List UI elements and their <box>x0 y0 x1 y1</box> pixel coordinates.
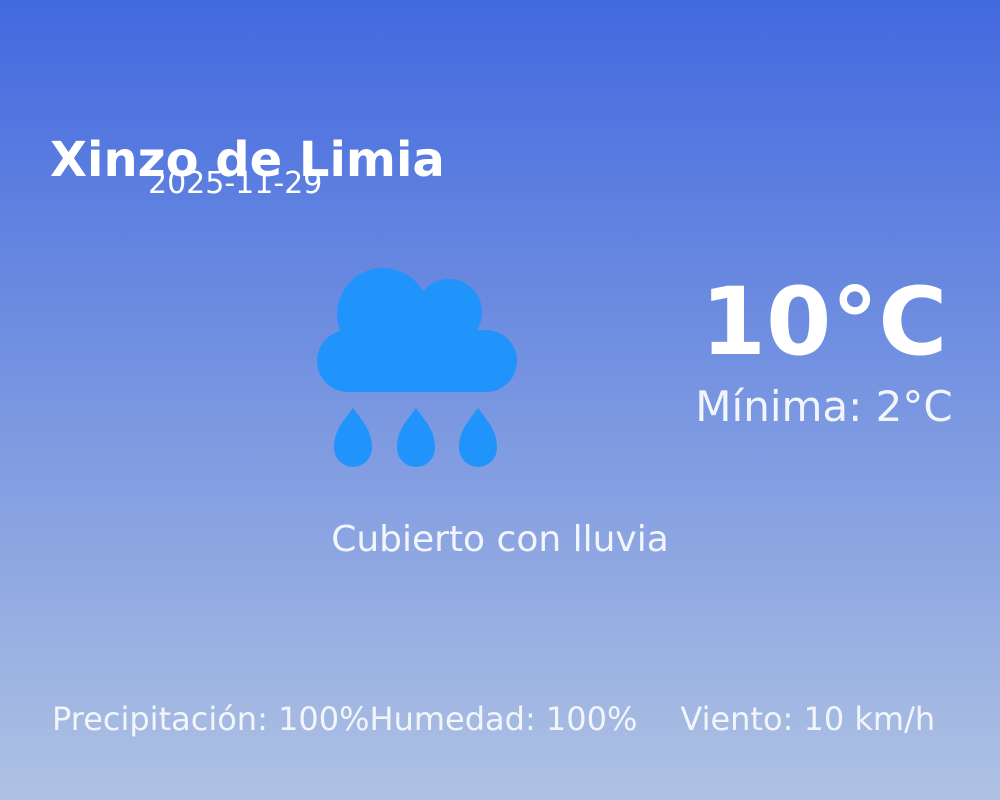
wind-label: Viento: 10 km/h <box>680 700 936 738</box>
raindrop-icon <box>334 408 372 467</box>
location-name: Xinzo de Limia <box>50 132 445 189</box>
weather-icon-wrap <box>313 262 521 472</box>
cloud-shape <box>317 268 517 392</box>
date-label: 2025-11-29 <box>148 166 323 201</box>
details-row: Precipitación: 100% Humedad: 100% Viento… <box>52 703 935 735</box>
raindrop-icon <box>459 408 497 467</box>
raindrop-icon <box>397 408 435 467</box>
condition-text: Cubierto con lluvia <box>331 519 669 560</box>
humidity-label: Humedad: 100% <box>369 700 638 738</box>
precipitation-label: Precipitación: 100% <box>52 700 370 738</box>
minimum-temperature: Mínima: 2°C <box>695 382 953 431</box>
rain-cloud-icon <box>317 268 517 467</box>
current-temperature: 10°C <box>700 268 948 377</box>
